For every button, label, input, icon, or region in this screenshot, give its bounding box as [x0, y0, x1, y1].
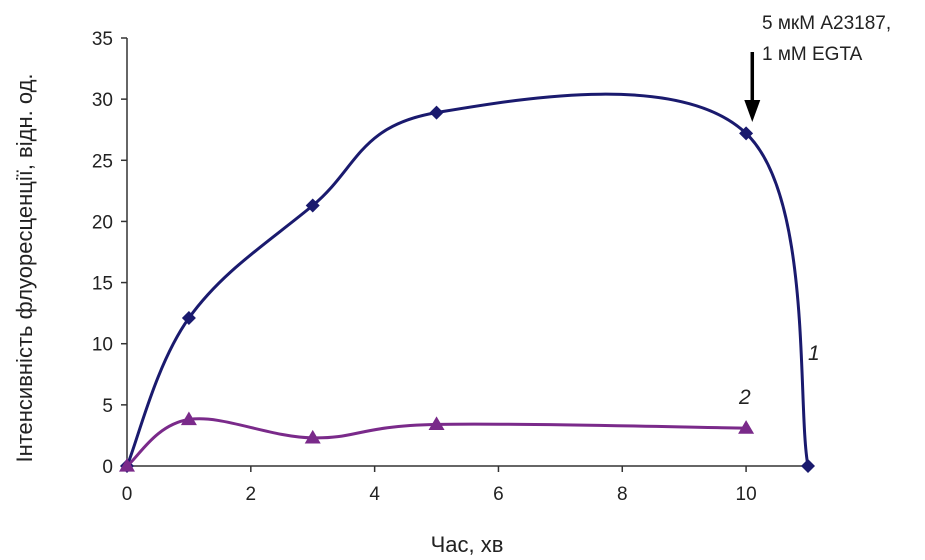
series-2-point — [428, 416, 445, 431]
y-tick-label: 10 — [92, 335, 113, 356]
y-axis-title: Інтенсивність флуоресценції, відн. од. — [12, 73, 37, 462]
series-1-label: 1 — [808, 342, 820, 365]
annotation: 5 мкМ A23187, 1 мМ EGTA — [744, 13, 891, 122]
series-2-label: 2 — [738, 386, 751, 409]
labels-layer: 12 — [738, 342, 820, 409]
series-1-point — [739, 126, 754, 141]
series-2-line — [126, 417, 747, 468]
y-tick-label: 15 — [92, 274, 113, 295]
series-2-point — [304, 429, 321, 444]
x-tick-label: 4 — [369, 484, 380, 505]
x-tick-label: 2 — [246, 484, 257, 505]
x-tick-label: 0 — [122, 484, 133, 505]
y-tick-label: 30 — [92, 90, 113, 111]
series-layer — [119, 92, 815, 473]
x-tick-label: 6 — [493, 484, 504, 505]
series-1-point — [305, 198, 320, 213]
y-tick-label: 25 — [92, 151, 113, 172]
x-axis-title: Час, хв — [431, 532, 504, 557]
y-tick-label: 20 — [92, 212, 113, 233]
series-2-point — [119, 458, 135, 472]
series-2-point — [180, 411, 197, 426]
axes — [126, 38, 812, 467]
y-ticks: 0 5 10 15 20 25 30 35 — [92, 29, 127, 478]
x-tick-label: 10 — [736, 484, 757, 505]
series-1-point — [429, 105, 444, 120]
x-ticks: 0 2 4 6 8 10 — [122, 466, 757, 505]
y-tick-label: 35 — [92, 29, 113, 50]
annotation-arrow-head — [744, 100, 761, 122]
annotation-line-1: 5 мкМ A23187, — [762, 13, 891, 34]
series-1-point — [801, 459, 815, 473]
y-tick-label: 0 — [102, 457, 113, 478]
series-1-point — [181, 311, 196, 326]
y-tick-label: 5 — [102, 396, 113, 417]
series-1-line — [125, 92, 810, 467]
x-tick-label: 8 — [617, 484, 628, 505]
annotation-line-2: 1 мМ EGTA — [762, 44, 863, 65]
series-2-point — [738, 420, 755, 434]
